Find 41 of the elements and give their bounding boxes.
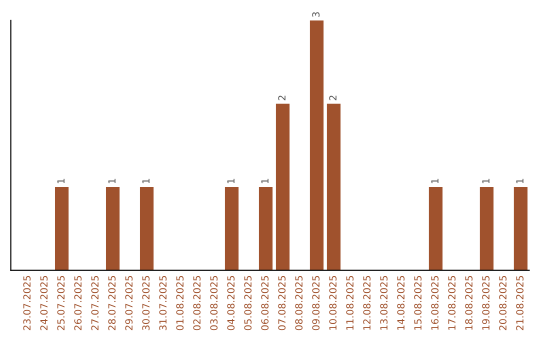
x-tick-label: 23.07.2025 <box>23 276 31 330</box>
x-tick-label: 14.08.2025 <box>397 276 405 330</box>
data-label: 1 <box>431 178 438 184</box>
x-tick-label: 24.07.2025 <box>40 276 48 330</box>
x-tick-label: 08.08.2025 <box>295 276 303 330</box>
x-tick-label: 28.07.2025 <box>108 276 116 330</box>
x-tick-label: 01.08.2025 <box>176 276 184 330</box>
x-tick-label: 30.07.2025 <box>142 276 150 330</box>
x-tick-label: 09.08.2025 <box>312 276 320 330</box>
x-tick-label: 20.08.2025 <box>499 276 507 330</box>
data-label: 1 <box>227 178 234 184</box>
x-tick-label: 10.08.2025 <box>329 276 337 330</box>
x-tick-label: 12.08.2025 <box>363 276 371 330</box>
x-tick-label: 07.08.2025 <box>278 276 286 330</box>
x-tick-label: 03.08.2025 <box>210 276 218 330</box>
data-label: 1 <box>57 178 64 184</box>
x-tick-label: 26.07.2025 <box>74 276 82 330</box>
x-tick-label: 06.08.2025 <box>261 276 269 330</box>
data-label: 1 <box>108 178 116 184</box>
x-tick-label: 11.08.2025 <box>346 276 354 330</box>
x-tick-label: 13.08.2025 <box>380 276 388 330</box>
x-tick-label: 21.08.2025 <box>516 276 524 330</box>
x-tick-label: 29.07.2025 <box>125 276 133 330</box>
x-tick-label: 17.08.2025 <box>448 276 456 330</box>
data-label: 1 <box>516 178 524 184</box>
x-tick-label: 25.07.2025 <box>57 276 65 330</box>
data-label: 3 <box>312 12 320 17</box>
data-label: 1 <box>142 178 150 184</box>
data-label: 2 <box>329 96 336 100</box>
x-tick-label: 15.08.2025 <box>414 276 422 330</box>
data-label: 1 <box>261 178 268 184</box>
x-tick-label: 18.08.2025 <box>465 276 473 330</box>
x-tick-label: 05.08.2025 <box>244 276 252 330</box>
x-tick-label: 04.08.2025 <box>227 276 235 330</box>
x-tick-label: 19.08.2025 <box>482 276 490 330</box>
data-label: 1 <box>482 178 490 184</box>
x-tick-label: 27.07.2025 <box>91 276 99 330</box>
x-tick-label: 02.08.2025 <box>193 276 201 330</box>
data-label: 2 <box>278 96 286 100</box>
x-tick-label: 16.08.2025 <box>431 276 439 330</box>
x-tick-label: 31.07.2025 <box>159 276 167 330</box>
